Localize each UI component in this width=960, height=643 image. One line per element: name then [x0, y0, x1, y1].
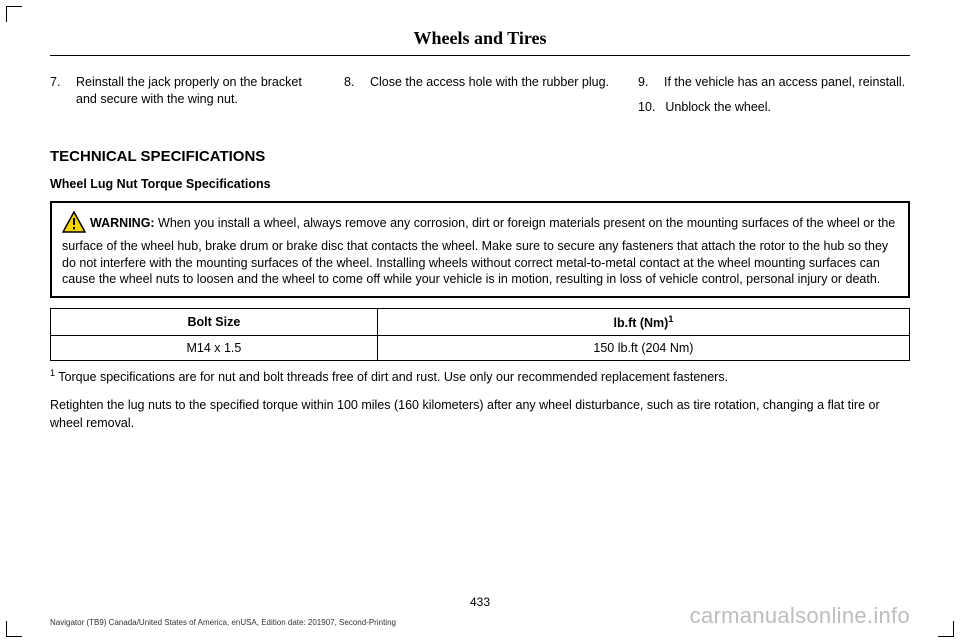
step-number: 9.: [638, 74, 654, 91]
step-10: 10. Unblock the wheel.: [638, 99, 910, 116]
steps-col-3: 9. If the vehicle has an access panel, r…: [638, 74, 910, 124]
page: Wheels and Tires 7. Reinstall the jack p…: [0, 0, 960, 643]
warning-text: When you install a wheel, always remove …: [62, 216, 895, 287]
step-9: 9. If the vehicle has an access panel, r…: [638, 74, 910, 91]
watermark: carmanualsonline.info: [690, 603, 910, 629]
step-number: 8.: [344, 74, 360, 91]
spec-table: Bolt Size lb.ft (Nm)1 M14 x 1.5 150 lb.f…: [50, 308, 910, 361]
step-8: 8. Close the access hole with the rubber…: [344, 74, 616, 91]
footnote-text: Torque specifications are for nut and bo…: [55, 371, 728, 385]
section-subheading: Wheel Lug Nut Torque Specifications: [50, 177, 910, 191]
footnote: 1 Torque specifications are for nut and …: [50, 367, 910, 387]
step-text: Close the access hole with the rubber pl…: [370, 74, 609, 91]
step-text: Reinstall the jack properly on the brack…: [76, 74, 322, 108]
page-title: Wheels and Tires: [50, 28, 910, 55]
step-7: 7. Reinstall the jack properly on the br…: [50, 74, 322, 108]
step-text: If the vehicle has an access panel, rein…: [664, 74, 905, 91]
edition-line: Navigator (TB9) Canada/United States of …: [50, 618, 396, 627]
th-bolt-size: Bolt Size: [51, 309, 378, 336]
step-number: 7.: [50, 74, 66, 108]
steps-col-1: 7. Reinstall the jack properly on the br…: [50, 74, 322, 124]
th-torque-sup: 1: [668, 314, 673, 324]
header-rule: [50, 55, 910, 56]
warning-icon: [62, 211, 86, 238]
table-header-row: Bolt Size lb.ft (Nm)1: [51, 309, 910, 336]
td-torque: 150 lb.ft (204 Nm): [377, 336, 909, 361]
body-paragraph: Retighten the lug nuts to the specified …: [50, 397, 910, 432]
warning-label: WARNING:: [90, 216, 155, 230]
td-bolt-size: M14 x 1.5: [51, 336, 378, 361]
crop-mark: [6, 6, 22, 22]
crop-mark: [6, 621, 22, 637]
th-torque: lb.ft (Nm)1: [377, 309, 909, 336]
th-torque-text: lb.ft (Nm): [613, 316, 668, 330]
steps-col-2: 8. Close the access hole with the rubber…: [344, 74, 616, 124]
step-text: Unblock the wheel.: [665, 99, 771, 116]
table-row: M14 x 1.5 150 lb.ft (204 Nm): [51, 336, 910, 361]
warning-box: WARNING: When you install a wheel, alway…: [50, 201, 910, 299]
crop-mark: [938, 621, 954, 637]
section-heading: TECHNICAL SPECIFICATIONS: [50, 148, 910, 165]
step-number: 10.: [638, 99, 655, 116]
steps-row: 7. Reinstall the jack properly on the br…: [50, 74, 910, 124]
